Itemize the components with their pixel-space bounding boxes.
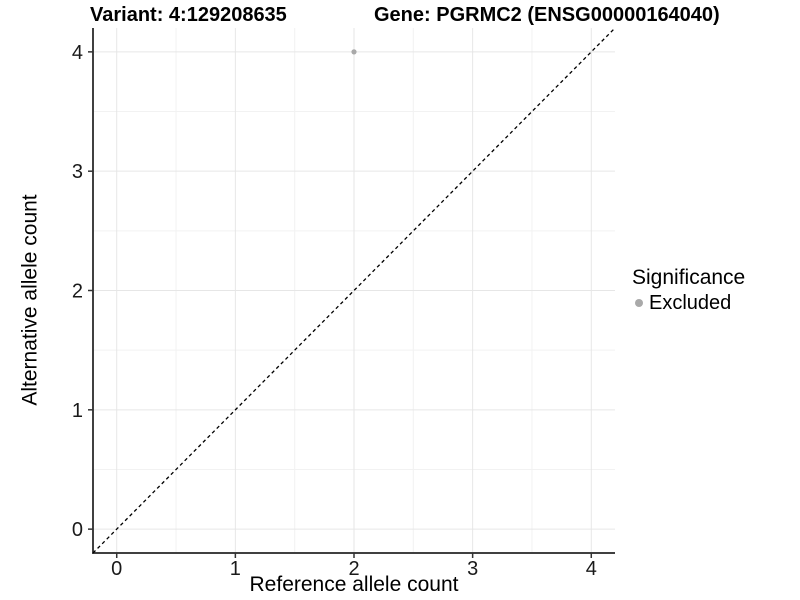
plot-title-variant: Variant: 4:129208635 (90, 4, 287, 26)
x-tick-label: 2 (348, 558, 359, 580)
legend-item-excluded: Excluded (632, 292, 745, 314)
y-tick-label: 4 (72, 42, 83, 64)
y-tick-label: 2 (72, 281, 83, 303)
y-axis-title: Alternative allele count (18, 194, 42, 406)
x-tick-label: 1 (230, 558, 241, 580)
x-axis-title: Reference allele count (249, 573, 459, 596)
excluded-point-icon (635, 299, 643, 308)
plot-title-gene: Gene: PGRMC2 (ENSG00000164040) (374, 4, 720, 26)
legend-title: Significance (632, 266, 746, 289)
data-point-excluded (351, 49, 357, 55)
legend: Significance Excluded (632, 266, 745, 314)
y-tick-label: 3 (72, 161, 83, 183)
x-tick-label: 3 (467, 558, 478, 580)
x-tick-label: 4 (586, 558, 597, 580)
x-tick-label: 0 (111, 558, 122, 580)
y-tick-label: 1 (72, 400, 83, 422)
legend-item-label: Excluded (649, 292, 732, 315)
y-tick-label: 0 (72, 519, 83, 541)
